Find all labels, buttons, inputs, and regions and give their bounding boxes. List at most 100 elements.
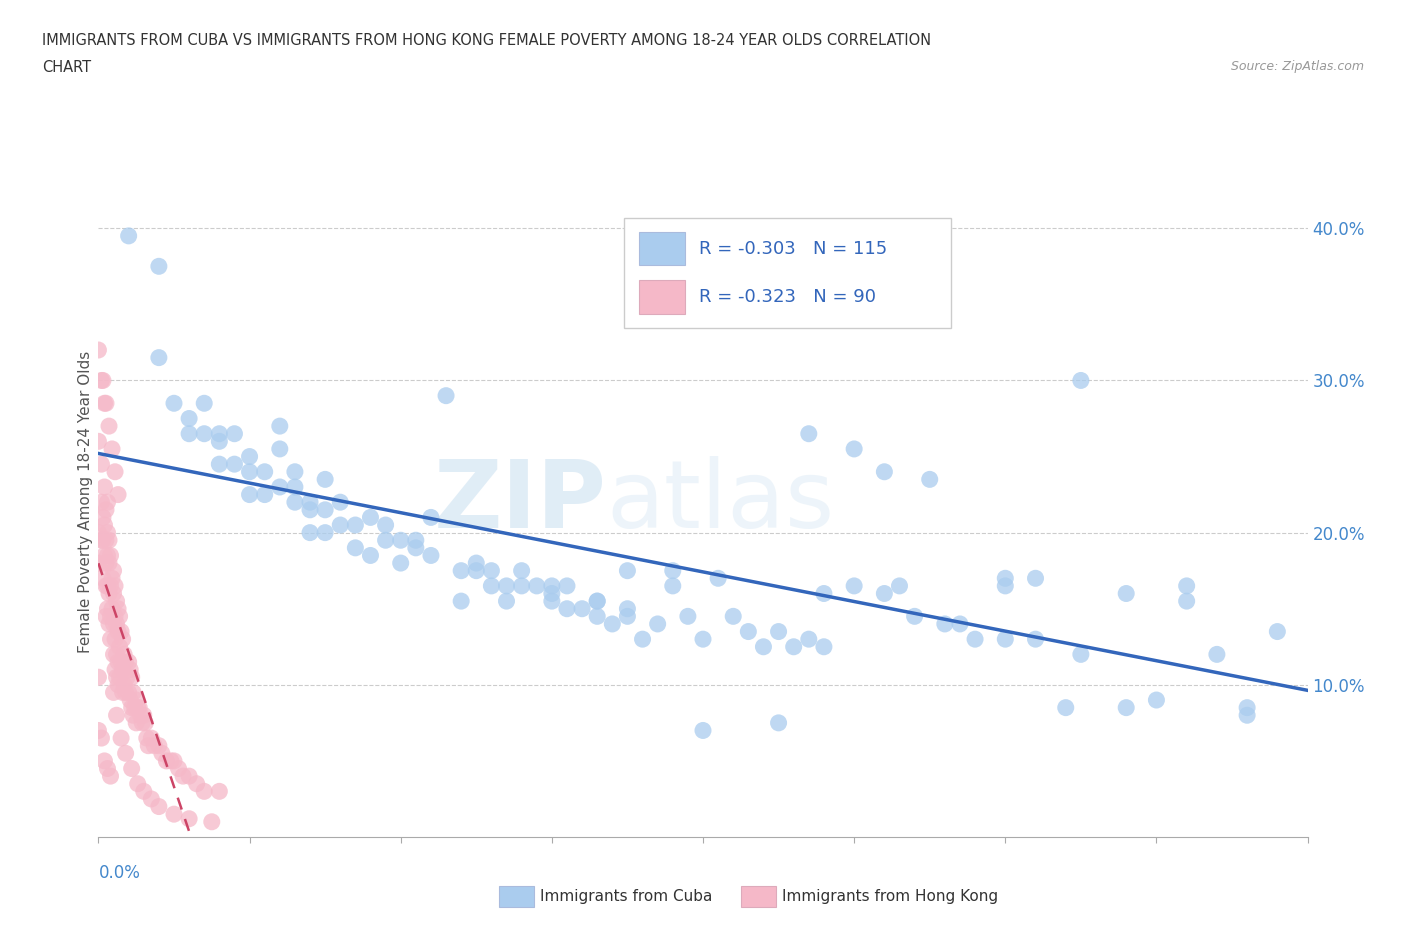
Point [107, 677, 129, 692]
Point [100, 609, 122, 624]
Point [299, 495, 322, 510]
Point [132, 708, 155, 723]
Point [148, 259, 170, 273]
Point [1206, 647, 1229, 662]
Point [94, 578, 117, 593]
Point [127, 777, 149, 791]
Point [299, 502, 322, 517]
Point [118, 655, 141, 670]
Point [98, 555, 121, 570]
Point [96, 602, 118, 617]
Point [1070, 647, 1092, 662]
Point [949, 617, 972, 631]
Point [120, 662, 142, 677]
Point [540, 593, 562, 608]
Point [124, 700, 146, 715]
Point [100, 578, 122, 593]
Point [94, 502, 117, 517]
Point [98, 418, 121, 433]
Point [768, 715, 790, 730]
Point [193, 426, 215, 441]
Point [329, 495, 352, 510]
Point [555, 602, 578, 617]
Point [87, 723, 110, 737]
Point [224, 426, 246, 441]
Point [103, 564, 125, 578]
Point [96, 578, 118, 593]
Point [125, 693, 148, 708]
Point [98, 533, 121, 548]
Point [555, 578, 578, 593]
Point [631, 631, 654, 646]
Point [662, 564, 685, 578]
Point [994, 571, 1017, 586]
Point [797, 631, 820, 646]
Point [889, 578, 911, 593]
Point [132, 784, 155, 799]
Point [389, 555, 412, 570]
Point [586, 609, 609, 624]
Point [90, 533, 112, 548]
Point [148, 799, 170, 814]
Point [510, 578, 533, 593]
Point [707, 571, 730, 586]
Point [104, 631, 127, 646]
Point [676, 609, 699, 624]
Point [540, 578, 562, 593]
Point [1144, 693, 1167, 708]
Point [111, 631, 134, 646]
Point [121, 700, 143, 715]
Point [87, 670, 110, 684]
Point [91, 373, 114, 388]
Point [103, 617, 125, 631]
Point [299, 525, 322, 540]
Point [172, 769, 194, 784]
Point [101, 571, 124, 586]
Point [994, 631, 1017, 646]
Text: R = -0.303   N = 115: R = -0.303 N = 115 [699, 240, 887, 258]
Point [360, 510, 382, 525]
Point [141, 791, 163, 806]
Point [1054, 700, 1077, 715]
FancyBboxPatch shape [638, 281, 685, 314]
Point [118, 685, 141, 700]
Point [253, 487, 276, 502]
Point [104, 662, 127, 677]
Point [752, 639, 775, 654]
Point [224, 457, 246, 472]
Point [186, 777, 208, 791]
Point [179, 411, 201, 426]
Point [105, 670, 128, 684]
Point [94, 396, 117, 411]
Text: R = -0.323   N = 90: R = -0.323 N = 90 [699, 288, 876, 306]
Point [844, 578, 866, 593]
Text: Immigrants from Cuba: Immigrants from Cuba [540, 889, 713, 904]
Point [93, 480, 115, 495]
Point [450, 564, 472, 578]
Point [136, 738, 159, 753]
Point [844, 442, 866, 457]
Point [87, 434, 110, 449]
Point [114, 685, 136, 700]
Point [122, 685, 145, 700]
Point [616, 609, 638, 624]
Point [1115, 586, 1137, 601]
Point [118, 229, 141, 244]
Text: IMMIGRANTS FROM CUBA VS IMMIGRANTS FROM HONG KONG FEMALE POVERTY AMONG 18-24 YEA: IMMIGRANTS FROM CUBA VS IMMIGRANTS FROM … [42, 33, 931, 47]
Point [783, 639, 806, 654]
Point [96, 548, 118, 563]
Text: ZIP: ZIP [433, 457, 606, 548]
Point [994, 578, 1017, 593]
Point [269, 442, 291, 457]
Point [110, 655, 132, 670]
Point [1024, 571, 1046, 586]
Point [873, 586, 896, 601]
Point [167, 761, 190, 776]
Point [284, 495, 307, 510]
Point [314, 525, 336, 540]
Point [100, 769, 122, 784]
Text: Source: ZipAtlas.com: Source: ZipAtlas.com [1230, 60, 1364, 73]
Point [131, 715, 153, 730]
Point [571, 602, 593, 617]
Point [314, 502, 336, 517]
